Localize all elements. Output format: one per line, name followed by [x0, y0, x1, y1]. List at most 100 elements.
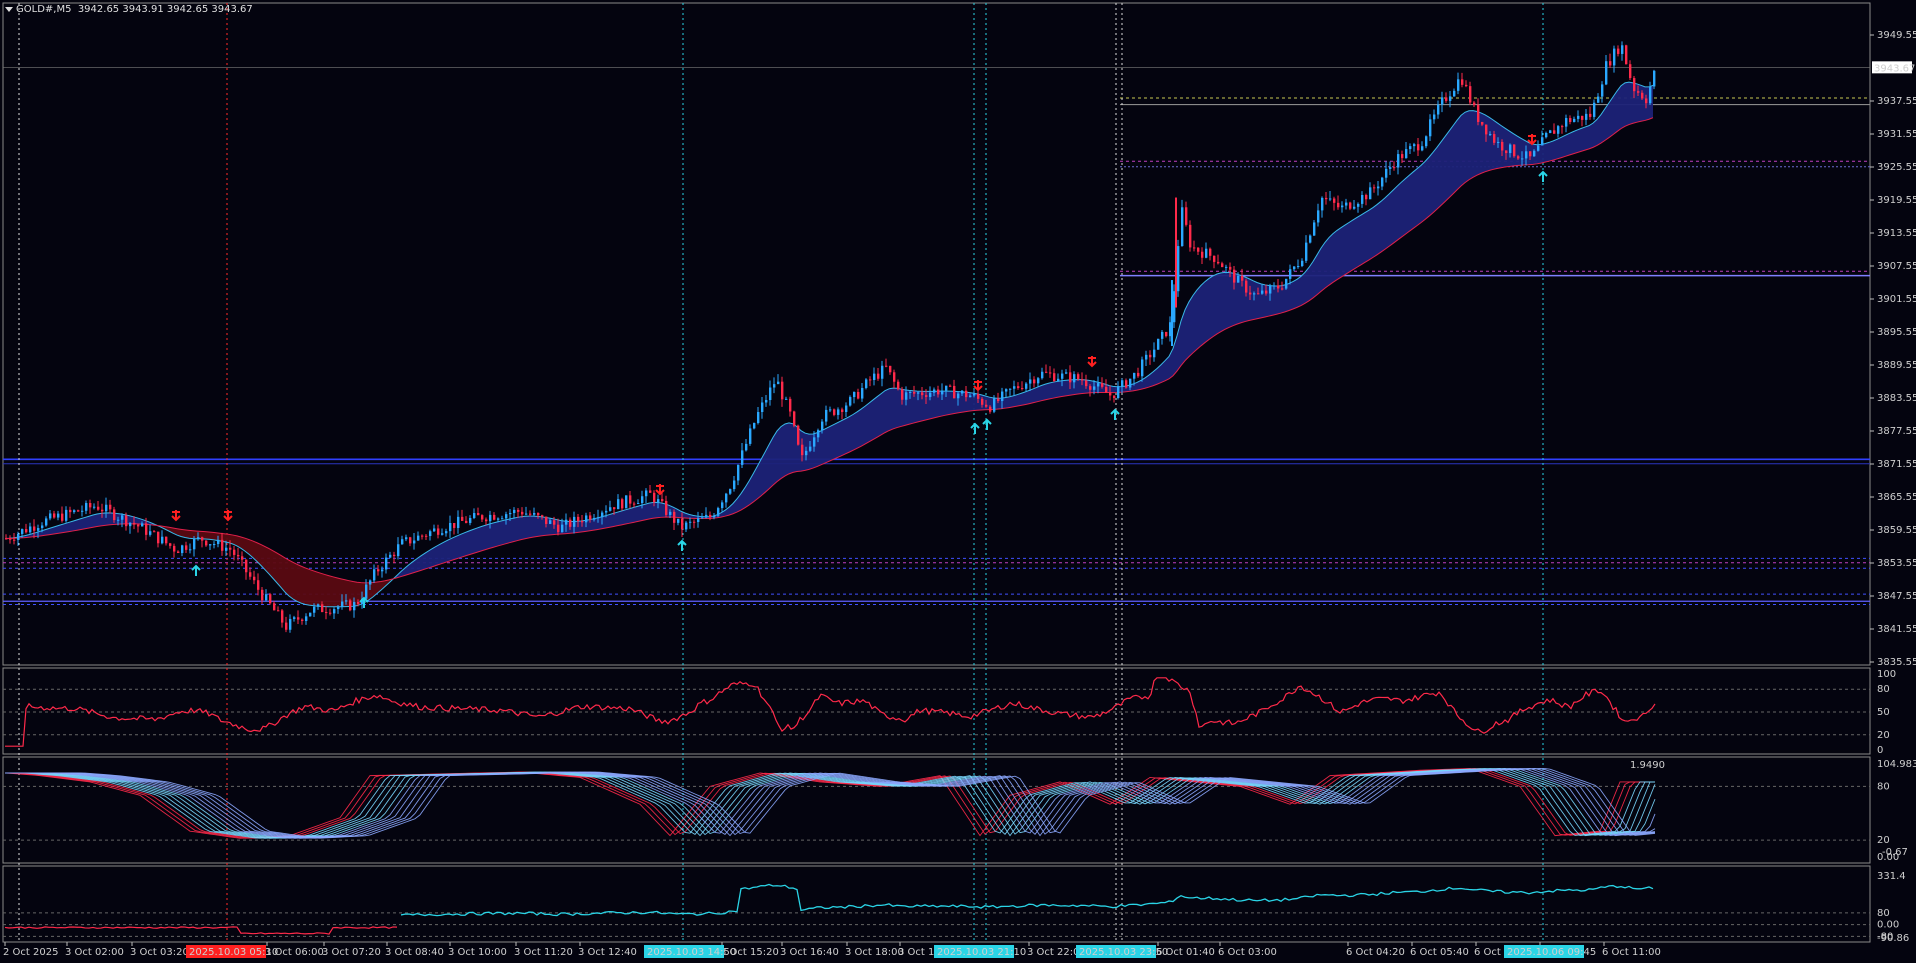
candle-body [233, 549, 236, 555]
candle-body [201, 537, 204, 541]
candle-body [1445, 97, 1448, 101]
candle-body [789, 398, 792, 412]
time-axis-label: 6 Oct 03:00 [1218, 947, 1277, 958]
candle-body [969, 395, 972, 398]
price-label: 3913.55 [1877, 228, 1916, 239]
candle-body [1521, 158, 1524, 160]
candle-body [901, 389, 904, 400]
candle-body [93, 506, 96, 508]
sell-arrow-icon [1087, 356, 1097, 368]
candle-body [1645, 98, 1648, 104]
candle-body [861, 387, 864, 399]
candle-body [1145, 354, 1148, 360]
candle-body [1633, 78, 1636, 92]
candle-body [109, 504, 112, 510]
current-price-label: 3943.67 [1874, 63, 1915, 74]
candle-body [1501, 141, 1504, 151]
candle-body [1405, 149, 1408, 159]
candle-body [437, 528, 440, 535]
candle-body [693, 521, 696, 523]
candle-body [973, 393, 976, 396]
candle-body [1101, 383, 1104, 387]
candle-body [57, 513, 60, 518]
candle-body [977, 393, 980, 399]
candle-body [993, 398, 996, 412]
candle-body [1429, 119, 1432, 137]
candle-body [1461, 79, 1464, 85]
candle-body [1273, 285, 1276, 287]
time-axis-label: 6 Oct 01:40 [1156, 947, 1215, 958]
candle-body [285, 622, 288, 630]
candle-body [1625, 45, 1628, 65]
candle-body [985, 404, 988, 407]
symbol-info: GOLD#,M5 3942.65 3943.91 3942.65 3943.67 [5, 4, 253, 15]
current-price-box [1872, 61, 1912, 74]
candle-body [1329, 198, 1332, 200]
candle-body [1181, 207, 1184, 247]
sub2-axis-label: 20 [1877, 835, 1890, 846]
candle-body [661, 499, 664, 501]
candle-body [885, 365, 888, 367]
candle-body [1173, 291, 1176, 323]
candle-body [1041, 371, 1044, 379]
candle-body [1449, 96, 1452, 101]
candle-body [577, 516, 580, 522]
candle-body [1653, 70, 1656, 87]
candle-body [949, 385, 952, 387]
sub2-ribbon-line [5, 768, 1656, 839]
candle-body [569, 519, 572, 527]
candle-body [37, 528, 40, 531]
candle-body [1457, 79, 1460, 91]
candle-body [1565, 118, 1568, 127]
collapse-triangle-icon[interactable] [5, 6, 13, 12]
candle-body [481, 515, 484, 520]
candle-body [45, 518, 48, 526]
candle-body [441, 533, 444, 535]
candle-body [293, 617, 296, 619]
candle-body [793, 411, 796, 426]
candle-body [1269, 285, 1272, 294]
candle-body [701, 517, 704, 519]
candle-body [1117, 386, 1120, 399]
candle-body [1257, 293, 1260, 295]
candle-body [865, 379, 868, 388]
candle-body [1289, 269, 1292, 279]
candle-body [749, 428, 752, 444]
candle-body [1573, 118, 1576, 122]
candle-body [1477, 104, 1480, 122]
sell-arrow-icon [655, 484, 665, 496]
candle-body [1601, 84, 1604, 97]
candle-body [513, 509, 516, 514]
candle-body [1609, 61, 1612, 66]
candle-body [1025, 383, 1028, 389]
candle-body [881, 365, 884, 379]
candle-body [393, 554, 396, 557]
candle-body [877, 373, 880, 379]
candle-body [177, 551, 180, 554]
candle-body [1133, 372, 1136, 379]
candle-body [1605, 61, 1608, 85]
candle-body [401, 539, 404, 545]
candle-body [385, 557, 388, 570]
candle-body [17, 533, 20, 540]
candle-body [473, 513, 476, 518]
candle-body [1073, 374, 1076, 383]
candle-body [413, 540, 416, 544]
candle-body [809, 446, 812, 451]
candle-body [1337, 202, 1340, 208]
candle-body [417, 535, 420, 541]
buy-arrow-icon [982, 418, 992, 430]
price-label: 3889.55 [1877, 360, 1916, 371]
candle-body [1509, 144, 1512, 154]
time-axis-label: 6 Oct 04:20 [1346, 947, 1405, 958]
time-axis-label: 3 Oct 18:00 [845, 947, 904, 958]
candle-body [1629, 64, 1632, 79]
time-axis-label: 3 Oct 06:00 [265, 947, 324, 958]
candle-body [149, 531, 152, 535]
candle-body [837, 409, 840, 415]
candle-body [1265, 290, 1268, 294]
candle-body [1385, 168, 1388, 178]
candle-body [25, 529, 28, 533]
